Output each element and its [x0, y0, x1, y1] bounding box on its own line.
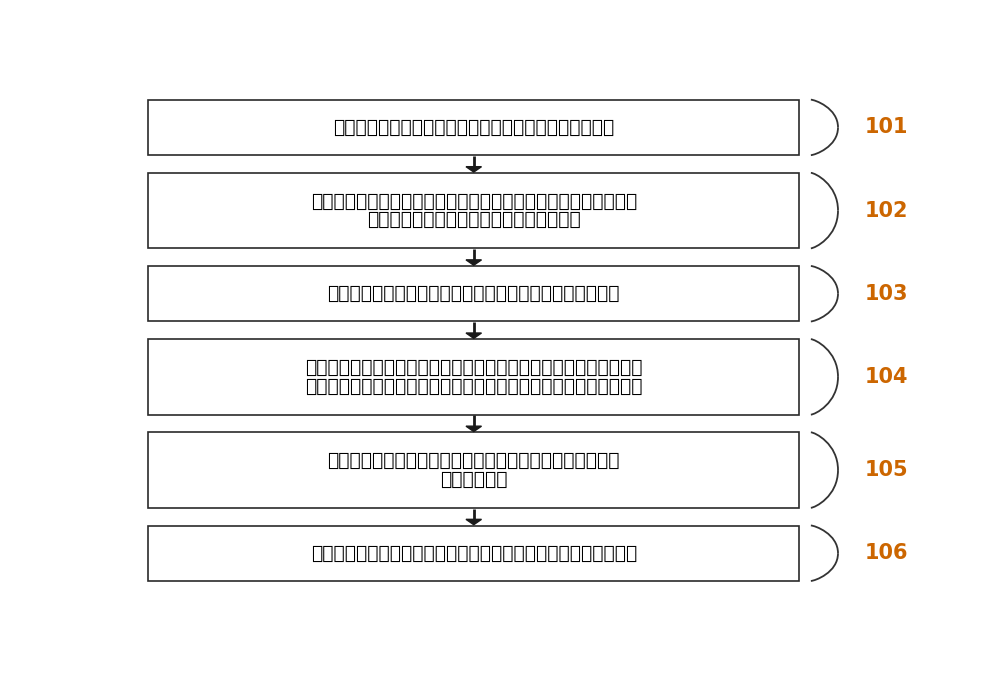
Text: 103: 103 [865, 284, 909, 303]
Text: 使导电胶固化: 使导电胶固化 [440, 470, 508, 489]
Bar [148, 100, 799, 155]
Text: 要求依次粘接到微波腔体内壁相应的位置上: 要求依次粘接到微波腔体内壁相应的位置上 [367, 210, 581, 229]
Polygon shape [466, 260, 482, 265]
Polygon shape [466, 519, 482, 525]
Polygon shape [466, 333, 482, 338]
Text: 在每个软介质微波电路的接地面上涂覆一层导电胶，按照设计图纸: 在每个软介质微波电路的接地面上涂覆一层导电胶，按照设计图纸 [311, 192, 637, 211]
Text: 在已经粘接好的软介质微波电路上表面完全覆盖一层电容纸: 在已经粘接好的软介质微波电路上表面完全覆盖一层电容纸 [328, 284, 620, 303]
Text: 根据设计图纸要求齐套一微波腔体和若干软介质微波电路: 根据设计图纸要求齐套一微波腔体和若干软介质微波电路 [333, 118, 614, 137]
Text: 压块拼接后嵌入微波腔体内，多个小金属压块给电容纸表面施加压力: 压块拼接后嵌入微波腔体内，多个小金属压块给电容纸表面施加压力 [305, 377, 642, 395]
Text: 在电容纸上使用具有与软介质微波电路上表面面积相当的多个小金属: 在电容纸上使用具有与软介质微波电路上表面面积相当的多个小金属 [305, 358, 642, 377]
Text: 将微波腔体室温冷却，取下多个小金属压块和电容纸，清理多余物: 将微波腔体室温冷却，取下多个小金属压块和电容纸，清理多余物 [311, 544, 637, 563]
Bar [148, 525, 799, 581]
Bar [148, 266, 799, 322]
Text: 105: 105 [865, 460, 909, 480]
Bar [148, 339, 799, 415]
Polygon shape [466, 426, 482, 432]
Bar [148, 432, 799, 508]
Text: 102: 102 [865, 200, 909, 221]
Text: 106: 106 [865, 543, 909, 563]
Text: 101: 101 [865, 118, 909, 137]
Polygon shape [466, 166, 482, 172]
Bar [148, 173, 799, 248]
Text: 104: 104 [865, 367, 909, 387]
Text: 将微波腔体与多个小金属压块保持相对位置不动一起加热，: 将微波腔体与多个小金属压块保持相对位置不动一起加热， [328, 451, 620, 470]
